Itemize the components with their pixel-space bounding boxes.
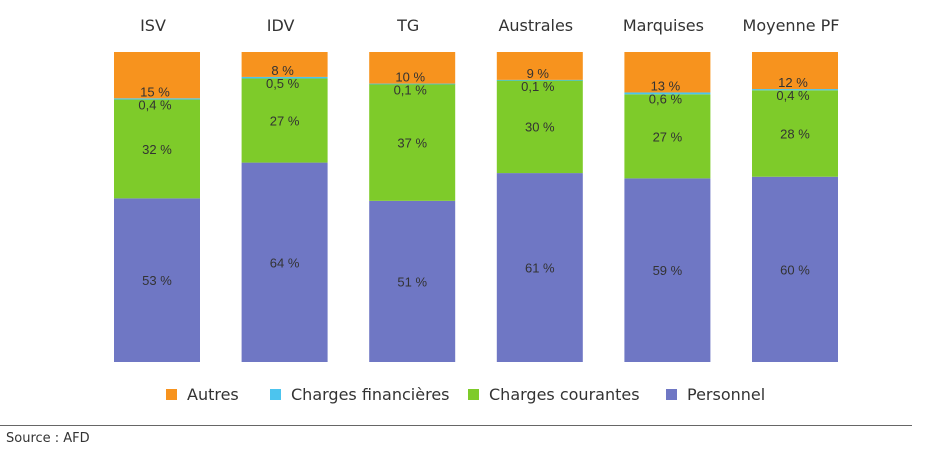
value-label-charges-courantes-1: 27 %	[270, 114, 300, 129]
value-label-charges-financieres-4: 0,6 %	[649, 91, 683, 106]
legend: Autres Charges financières Charges courant…	[166, 385, 765, 404]
value-label-personnel-2: 51 %	[397, 274, 427, 289]
value-label-charges-financieres-5: 0,4 %	[776, 88, 810, 103]
bar-charges-financi-res-2	[369, 83, 456, 85]
bar-charges-financi-res-3	[496, 79, 583, 81]
bar-autres-5	[752, 52, 838, 90]
bar-personnel-1	[241, 162, 328, 362]
value-label-charges-courantes-3: 30 %	[525, 120, 555, 135]
bar-autres-1	[241, 52, 328, 77]
value-label-personnel-3: 61 %	[525, 261, 555, 276]
value-label-charges-courantes-2: 37 %	[397, 135, 427, 150]
bar-autres-0	[114, 52, 200, 99]
category-label-4: Marquises	[623, 16, 704, 35]
category-labels: ISV IDV TG Australes Marquises Moyenne PF	[140, 16, 839, 35]
value-label-autres-4: 13 %	[651, 78, 681, 93]
source-note: Source : AFD	[6, 431, 90, 446]
bar-charges-financi-res-1	[241, 76, 328, 79]
bar-personnel-3	[496, 173, 583, 362]
bar-charges-courantes-1	[241, 78, 328, 163]
bar-charges-financi-res-4	[624, 92, 711, 95]
legend-swatch-personnel	[666, 389, 677, 400]
category-label-1: IDV	[267, 16, 295, 35]
bar-personnel-4	[624, 178, 711, 362]
bar-personnel-2	[369, 200, 456, 362]
bars-group	[114, 52, 838, 362]
value-label-charges-courantes-4: 27 %	[653, 129, 683, 144]
legend-label-charges-financi-res: Charges financières	[291, 385, 450, 404]
bar-charges-courantes-4	[624, 94, 711, 179]
category-label-0: ISV	[140, 16, 166, 35]
bar-charges-financi-res-0	[114, 98, 200, 100]
value-labels: 53 %32 %0,4 %15 %64 %27 %0,5 %8 %51 %37 …	[138, 63, 810, 289]
value-label-charges-courantes-0: 32 %	[142, 142, 172, 157]
category-label-5: Moyenne PF	[743, 16, 840, 35]
bar-autres-4	[624, 52, 711, 93]
category-label-2: TG	[396, 16, 419, 35]
bar-charges-courantes-0	[114, 99, 200, 199]
bar-autres-2	[369, 52, 456, 84]
value-label-charges-courantes-5: 28 %	[780, 127, 810, 142]
bar-personnel-0	[114, 198, 200, 362]
legend-swatch-charges-courantes	[468, 389, 479, 400]
value-label-charges-financieres-3: 0,1 %	[521, 79, 555, 94]
value-label-personnel-1: 64 %	[270, 255, 300, 270]
value-label-charges-financieres-2: 0,1 %	[394, 83, 428, 98]
value-label-personnel-5: 60 %	[780, 262, 810, 277]
value-label-autres-0: 15 %	[140, 84, 170, 99]
bar-autres-3	[496, 52, 583, 80]
bar-personnel-5	[752, 176, 838, 362]
legend-label-autres: Autres	[187, 385, 239, 404]
bar-charges-courantes-5	[752, 90, 838, 177]
bar-charges-courantes-2	[369, 83, 456, 201]
bar-charges-financi-res-5	[752, 89, 838, 91]
bar-charges-courantes-3	[496, 80, 583, 174]
legend-swatch-charges-financi-res	[270, 389, 281, 400]
source-divider	[0, 425, 912, 426]
value-label-autres-3: 9 %	[527, 66, 550, 81]
value-label-charges-financieres-0: 0,4 %	[138, 97, 172, 112]
legend-label-personnel: Personnel	[687, 385, 765, 404]
value-label-autres-2: 10 %	[395, 70, 425, 85]
value-label-personnel-0: 53 %	[142, 273, 172, 288]
value-label-personnel-4: 59 %	[653, 263, 683, 278]
value-label-autres-5: 12 %	[778, 75, 808, 90]
category-label-3: Australes	[498, 16, 573, 35]
legend-swatch-autres	[166, 389, 177, 400]
value-label-charges-financieres-1: 0,5 %	[266, 76, 300, 91]
legend-label-charges-courantes: Charges courantes	[489, 385, 640, 404]
value-label-autres-1: 8 %	[271, 63, 294, 78]
